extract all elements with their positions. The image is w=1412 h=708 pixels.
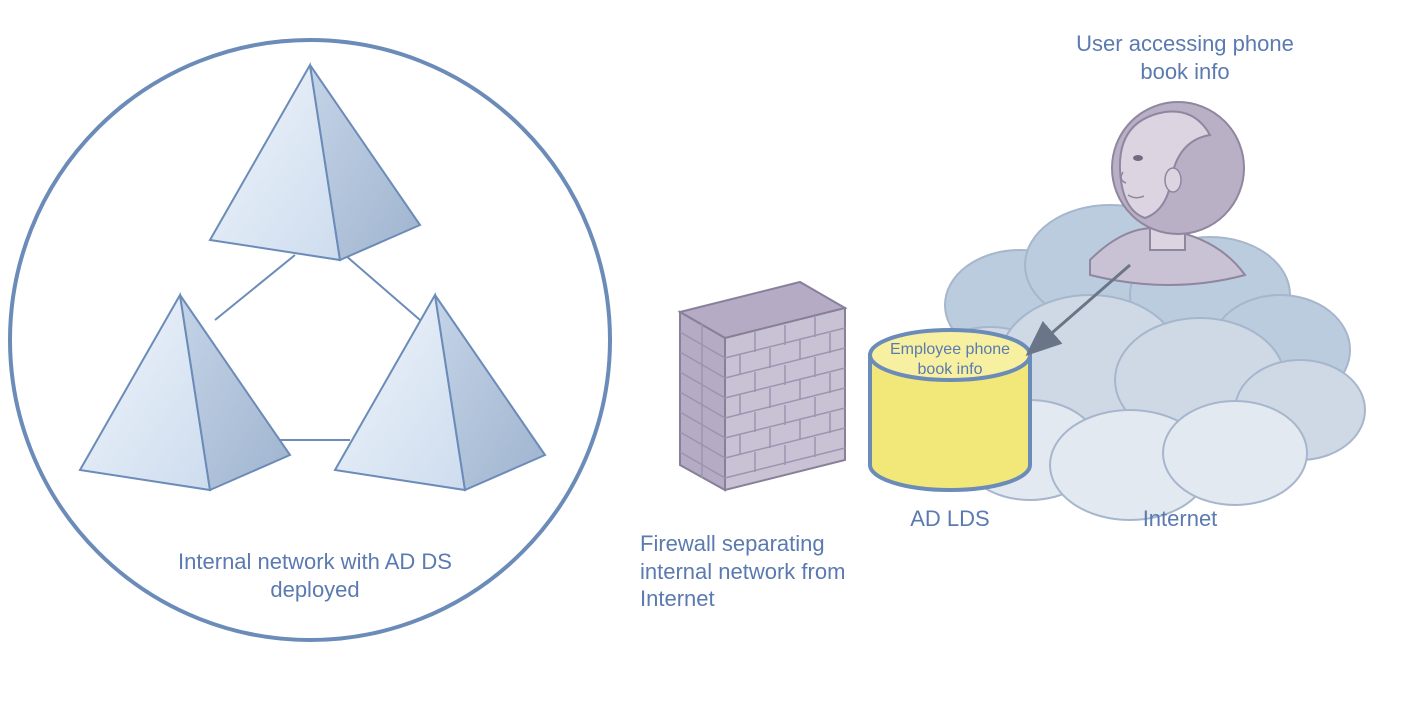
internet-label: Internet: [1100, 505, 1260, 533]
cylinder-text-label: Employee phone book info: [880, 340, 1020, 380]
firewall-label: Firewall separating internal network fro…: [640, 530, 870, 613]
user-label: User accessing phone book info: [1060, 30, 1310, 85]
user-icon: [1060, 80, 1280, 300]
firewall-icon: [650, 260, 870, 520]
internal-network-label: Internal network with AD DS deployed: [160, 548, 470, 603]
ad-lds-label: AD LDS: [880, 505, 1020, 533]
